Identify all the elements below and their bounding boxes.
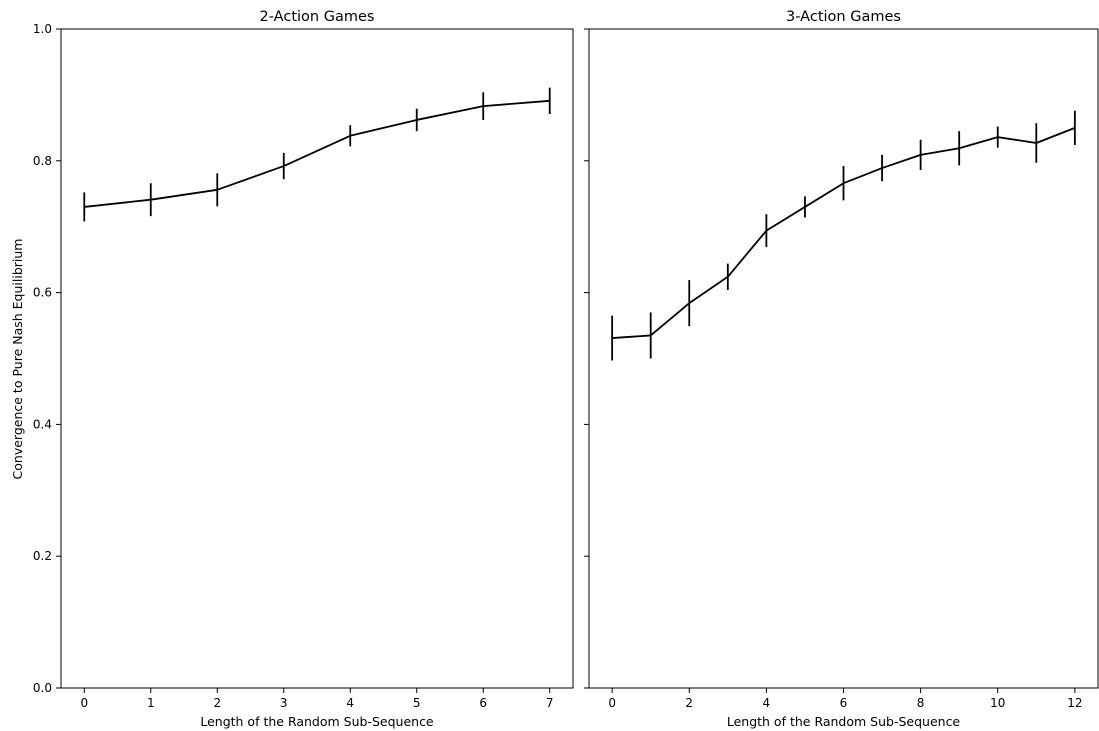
y-tick-label: 0.6 <box>33 286 52 300</box>
y-tick-label: 0.0 <box>33 681 52 695</box>
y-tick-label: 0.8 <box>33 154 52 168</box>
x-tick-label: 1 <box>147 696 155 710</box>
x-tick-label: 7 <box>546 696 554 710</box>
x-tick-label: 6 <box>479 696 487 710</box>
x-tick-label: 10 <box>990 696 1005 710</box>
chart-title: 3-Action Games <box>786 9 901 25</box>
x-tick-label: 3 <box>280 696 288 710</box>
x-tick-label: 4 <box>763 696 771 710</box>
x-tick-label: 4 <box>346 696 354 710</box>
subplot-2: 3-Action Games 0 2 4 6 8 10 12 Length of the Ran… <box>584 9 1099 729</box>
x-axis-label: Length of the Random Sub-Sequence <box>200 714 434 729</box>
x-tick-label: 12 <box>1067 696 1082 710</box>
series-line <box>84 99 550 208</box>
x-tick-label: 6 <box>840 696 848 710</box>
x-tick-label: 8 <box>917 696 925 710</box>
plot-frame <box>60 28 574 689</box>
x-tick-label: 2 <box>213 696 221 710</box>
y-tick-label: 1.0 <box>33 22 52 36</box>
y-tick-label: 0.2 <box>33 549 52 563</box>
subplot-1: 2-Action Games 0 1 2 3 4 5 6 7 0.0 0.2 0.4 0.6 0.8 1.0… <box>33 9 574 729</box>
series-line <box>612 127 1076 339</box>
x-tick-label: 5 <box>413 696 421 710</box>
x-tick-label: 0 <box>608 696 616 710</box>
plot-frame <box>588 28 1099 689</box>
x-axis-label: Length of the Random Sub-Sequence <box>727 714 961 729</box>
shared-y-axis-label: Convergence to Pure Nash Equilibrium <box>10 239 25 480</box>
y-tick-label: 0.4 <box>33 417 52 431</box>
x-tick-label: 2 <box>685 696 693 710</box>
chart-title: 2-Action Games <box>260 9 375 25</box>
x-tick-label: 0 <box>80 696 88 710</box>
